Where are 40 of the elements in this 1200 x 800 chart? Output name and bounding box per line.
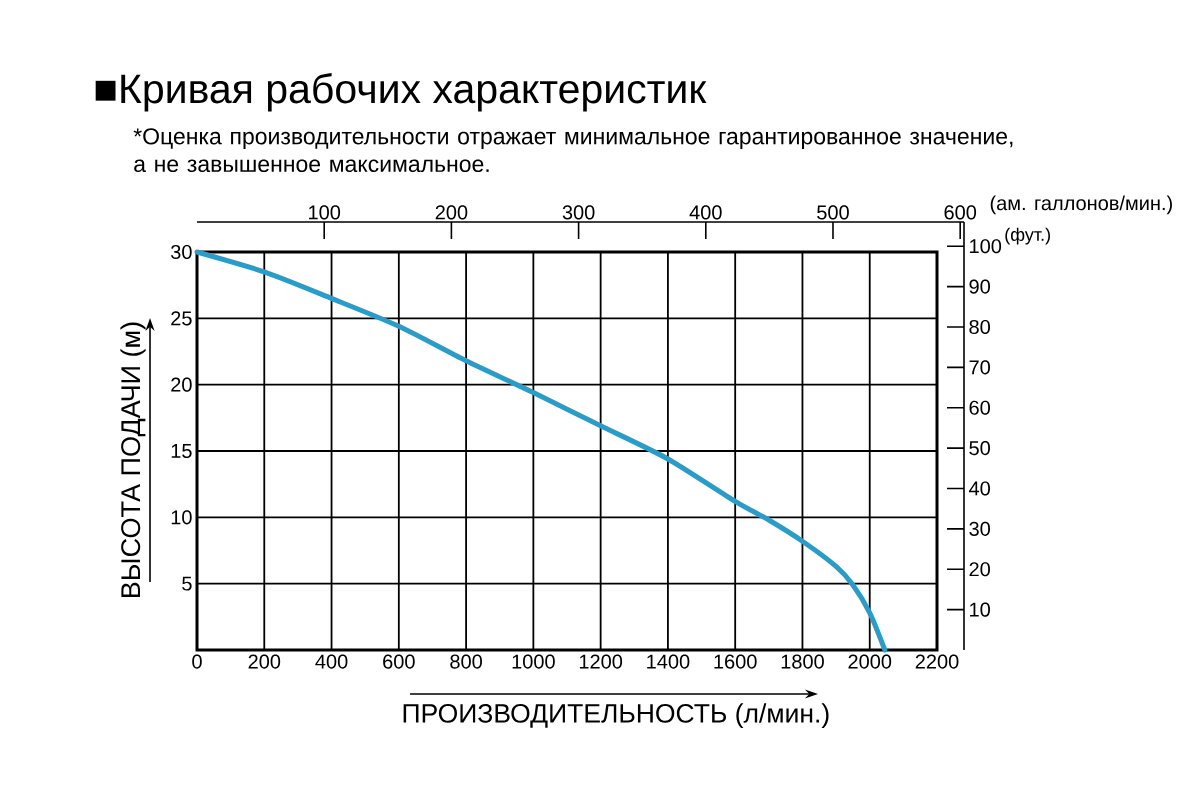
y2-tick-label: 60 — [969, 400, 990, 415]
x2-tick-label: 500 — [817, 205, 849, 220]
y-tick-label: 15 — [171, 444, 192, 458]
x-tick-label: 1600 — [714, 654, 757, 669]
y-tick-label: 25 — [171, 311, 192, 326]
x2-tick-label: 300 — [562, 205, 595, 220]
y2-tick-label: 20 — [969, 562, 990, 577]
y-axis-title: ВЫСОТА ПОДАЧИ (м) — [120, 322, 146, 598]
y2-tick-label: 70 — [969, 360, 990, 375]
x-tick-label: 600 — [383, 654, 415, 669]
y2-tick-label: 100 — [970, 239, 1002, 254]
x-tick-label: 2200 — [915, 654, 959, 669]
x2-tick-label: 200 — [435, 205, 468, 220]
y-tick-label: 20 — [171, 377, 192, 392]
x2-tick-label: 400 — [689, 205, 722, 220]
y2-tick-label: 80 — [969, 319, 990, 335]
y-tick-label: 10 — [171, 510, 192, 525]
y-tick-label: 30 — [171, 244, 192, 260]
y2-tick-label: 30 — [969, 521, 990, 536]
chart-title: ■Кривая рабочих характеристик — [95, 72, 707, 112]
x-tick-label: 1400 — [647, 654, 690, 669]
x-tick-label: 1800 — [781, 654, 824, 669]
x-axis-title: ПРОИЗВОДИТЕЛЬНОСТЬ (л/мин.) — [403, 703, 829, 728]
y2-tick-label: 40 — [968, 481, 990, 496]
x-tick-label: 2000 — [848, 654, 892, 669]
x-tick-label: 0 — [192, 654, 202, 669]
x-tick-label: 800 — [450, 654, 482, 669]
x2-tick-label: 100 — [309, 205, 341, 220]
y2-axis-title: (фут.) — [1005, 227, 1050, 245]
y2-tick-label: 90 — [969, 279, 990, 294]
y2-tick-label: 10 — [970, 602, 990, 617]
x2-axis-title: (ам. галлонов/мин.) — [990, 195, 1172, 215]
x-tick-label: 1200 — [579, 654, 623, 669]
x-tick-label: 1000 — [512, 654, 555, 669]
chart-subtitle: *Оценка производительности отражает минимальное гарантированное значение, а не завышенное максимальное. — [133, 128, 1013, 173]
x-tick-label: 200 — [248, 654, 281, 669]
y2-tick-label: 50 — [969, 441, 990, 456]
x-tick-label: 400 — [315, 654, 348, 669]
y-tick-label: 5 — [182, 576, 192, 591]
x2-tick-label: 600 — [944, 205, 977, 220]
